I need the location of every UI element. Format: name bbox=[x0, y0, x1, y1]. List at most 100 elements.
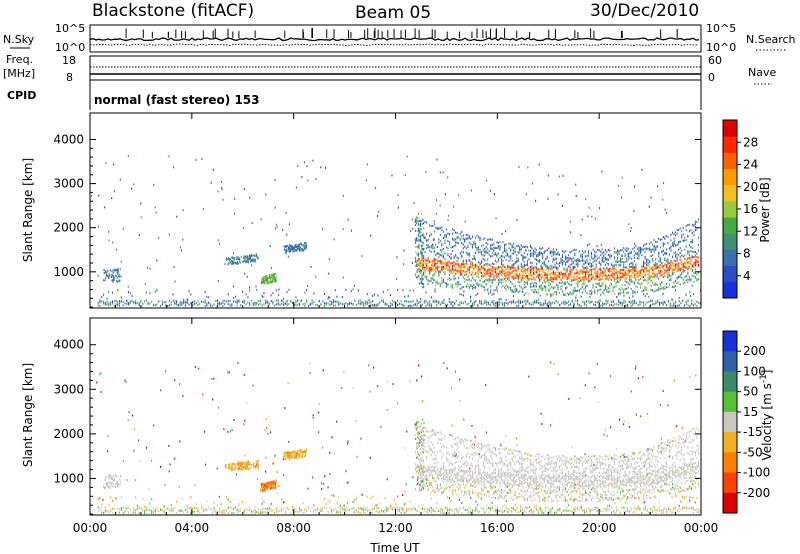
data-cell bbox=[254, 512, 256, 514]
data-cell bbox=[265, 278, 267, 281]
data-cell bbox=[292, 245, 294, 248]
data-cell bbox=[667, 262, 669, 265]
data-cell bbox=[526, 268, 529, 271]
data-cell bbox=[468, 259, 470, 262]
data-cell bbox=[229, 506, 231, 509]
data-cell bbox=[508, 259, 510, 262]
data-cell bbox=[495, 304, 497, 307]
data-cell bbox=[551, 255, 553, 258]
data-cell bbox=[290, 248, 292, 251]
data-cell bbox=[135, 496, 137, 499]
data-cell bbox=[435, 253, 437, 256]
data-cell bbox=[439, 508, 441, 511]
data-cell bbox=[690, 249, 692, 252]
data-cell bbox=[692, 293, 695, 296]
data-cell bbox=[525, 268, 527, 271]
data-cell bbox=[424, 259, 426, 262]
data-cell bbox=[571, 293, 573, 296]
data-cell bbox=[444, 267, 446, 270]
data-cell bbox=[603, 256, 605, 259]
data-cell bbox=[505, 506, 507, 509]
data-cell bbox=[652, 257, 654, 260]
data-cell bbox=[697, 218, 700, 221]
data-cell bbox=[568, 277, 570, 280]
data-cell bbox=[473, 283, 475, 286]
data-cell bbox=[227, 293, 229, 296]
data-cell bbox=[591, 264, 593, 267]
data-cell bbox=[658, 277, 660, 280]
data-cell bbox=[421, 244, 423, 247]
data-cell bbox=[429, 268, 431, 271]
data-cell bbox=[425, 291, 427, 294]
data-cell bbox=[539, 294, 541, 297]
data-cell bbox=[627, 269, 629, 272]
data-cell bbox=[276, 226, 278, 228]
data-cell bbox=[690, 259, 692, 262]
data-cell bbox=[439, 262, 441, 265]
data-cell bbox=[661, 238, 663, 241]
data-cell bbox=[490, 246, 492, 249]
data-cell bbox=[491, 293, 493, 296]
data-cell bbox=[566, 267, 568, 270]
data-cell bbox=[418, 239, 420, 242]
data-cell bbox=[678, 253, 680, 256]
data-cell bbox=[591, 301, 593, 303]
data-cell bbox=[467, 252, 469, 255]
data-cell bbox=[432, 274, 434, 277]
data-cell bbox=[470, 260, 472, 263]
data-cell bbox=[551, 293, 553, 296]
data-cell bbox=[534, 273, 536, 276]
data-cell bbox=[414, 303, 416, 306]
data-cell bbox=[511, 244, 513, 247]
data-cell bbox=[658, 255, 660, 258]
data-cell bbox=[193, 302, 196, 305]
data-cell bbox=[656, 245, 658, 248]
data-cell bbox=[495, 497, 497, 500]
data-cell bbox=[597, 289, 599, 292]
data-cell bbox=[655, 266, 657, 269]
data-cell bbox=[555, 268, 558, 271]
data-cell bbox=[598, 249, 600, 252]
data-cell bbox=[650, 289, 652, 292]
data-cell bbox=[487, 258, 489, 261]
data-cell bbox=[691, 299, 693, 302]
data-cell bbox=[591, 253, 593, 256]
data-cell bbox=[457, 511, 459, 514]
data-cell bbox=[550, 302, 552, 305]
data-cell bbox=[672, 286, 674, 289]
data-cell bbox=[509, 509, 511, 511]
data-cell bbox=[603, 271, 605, 274]
data-cell bbox=[490, 264, 492, 267]
data-cell bbox=[295, 507, 297, 510]
data-cell bbox=[594, 301, 596, 303]
data-cell bbox=[650, 267, 652, 270]
data-cell bbox=[426, 232, 428, 235]
data-cell bbox=[604, 258, 606, 261]
data-cell bbox=[583, 283, 585, 285]
data-cell bbox=[421, 254, 423, 257]
data-cell bbox=[108, 511, 110, 514]
data-cell bbox=[643, 244, 645, 247]
data-cell bbox=[598, 288, 600, 291]
data-cell bbox=[154, 304, 156, 307]
data-cell bbox=[502, 255, 504, 258]
data-cell bbox=[516, 260, 518, 263]
data-cell bbox=[219, 242, 221, 245]
data-cell bbox=[465, 259, 467, 262]
data-cell bbox=[650, 279, 652, 282]
data-cell bbox=[520, 269, 522, 272]
data-cell bbox=[432, 282, 434, 284]
data-cell bbox=[285, 245, 287, 248]
data-cell bbox=[250, 510, 253, 513]
data-cell bbox=[557, 301, 559, 304]
data-cell bbox=[578, 290, 580, 293]
data-cell bbox=[236, 301, 238, 304]
data-cell bbox=[459, 272, 461, 274]
data-cell bbox=[519, 285, 521, 287]
data-cell bbox=[592, 264, 594, 267]
data-cell bbox=[459, 274, 461, 277]
data-cell bbox=[377, 215, 379, 217]
data-cell bbox=[254, 301, 256, 304]
data-cell bbox=[577, 262, 579, 265]
data-cell bbox=[227, 300, 229, 303]
